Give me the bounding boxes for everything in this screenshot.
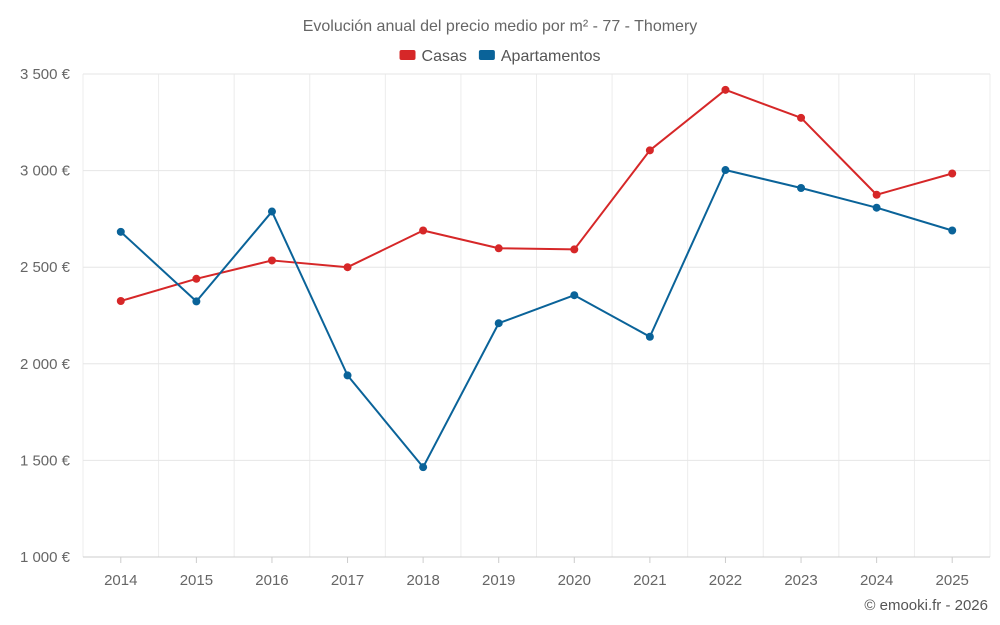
y-tick-label: 2 000 € [20,356,71,373]
series-line [120,88,953,302]
data-point[interactable] [192,297,201,306]
data-point[interactable] [267,207,276,216]
y-axis: 1 000 € 1 500 € 2 000 € 2 500 € 3 000 € 3 500… [20,66,71,566]
y-tick-label: 3 000 € [20,163,71,180]
data-point[interactable] [419,463,428,472]
data-point[interactable] [419,226,428,235]
data-point[interactable] [494,319,503,328]
legend-swatch [399,50,416,60]
series-layer [116,85,957,472]
x-tick-label: 2021 [633,572,666,589]
data-point[interactable] [721,85,730,94]
y-tick-label: 3 500 € [20,66,71,83]
series-apartamentos [116,166,957,472]
x-tick-label: 2018 [406,572,439,589]
data-point[interactable] [267,256,276,265]
x-tick-label: 2024 [860,572,893,589]
data-point[interactable] [872,203,881,212]
data-point[interactable] [797,113,806,122]
series-line [120,169,953,469]
x-axis: 2014 2015 2016 2017 2018 2019 2020 2021 2022 2023… [83,556,990,589]
legend-label: Apartamentos [501,48,601,65]
legend-item-apartamentos[interactable]: Apartamentos [478,48,601,65]
series-casas [116,85,957,306]
y-tick-label: 1 500 € [20,452,71,469]
legend-swatch [478,50,495,60]
x-tick-label: 2025 [936,572,969,589]
y-tick-label: 1 000 € [20,549,71,566]
y-tick-label: 2 500 € [20,259,71,276]
data-point[interactable] [948,169,957,178]
x-tick-label: 2022 [709,572,742,589]
data-point[interactable] [192,274,201,283]
x-tick-label: 2017 [331,572,364,589]
legend: Casas Apartamentos [399,48,601,65]
legend-item-casas[interactable]: Casas [399,48,467,65]
data-point[interactable] [721,166,730,175]
x-tick-label: 2020 [558,572,591,589]
x-tick-label: 2014 [104,572,137,589]
data-point[interactable] [570,291,579,300]
data-point[interactable] [948,226,957,235]
data-point[interactable] [872,190,881,199]
data-point[interactable] [343,263,352,272]
x-tick-label: 2016 [255,572,288,589]
grid [82,73,991,558]
credit-text: © emooki.fr - 2026 [864,597,988,614]
x-tick-label: 2019 [482,572,515,589]
data-point[interactable] [494,244,503,253]
data-point[interactable] [570,245,579,254]
legend-label: Casas [422,48,467,65]
data-point[interactable] [116,227,125,236]
data-point[interactable] [116,297,125,306]
data-point[interactable] [645,146,654,155]
data-point[interactable] [797,183,806,192]
data-point[interactable] [645,332,654,341]
chart-title: Evolución anual del precio medio por m² … [303,18,698,35]
x-tick-label: 2023 [784,572,817,589]
data-point[interactable] [343,371,352,380]
x-tick-label: 2015 [180,572,213,589]
